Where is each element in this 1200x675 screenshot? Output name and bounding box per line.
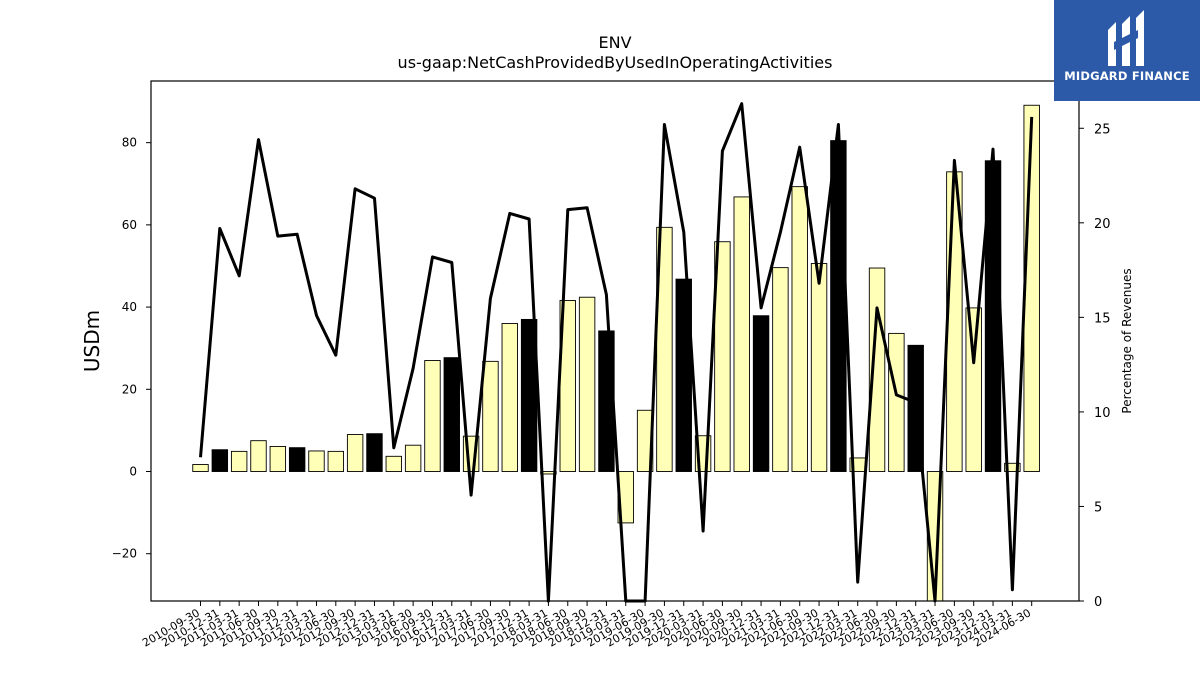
chart-title: ENV — [598, 33, 631, 52]
bar-2020-09-30 — [733, 196, 750, 472]
bar-2012-12-31 — [366, 433, 383, 472]
bar-2019-12-31 — [675, 278, 692, 472]
logo-text: MIDGARD FINANCE — [1064, 69, 1190, 83]
bar-2013-03-31 — [385, 455, 402, 472]
right-tick-label: 25 — [1094, 122, 1111, 137]
bar-2022-09-30 — [888, 332, 905, 472]
bar-2021-03-31 — [772, 267, 789, 472]
bar-2024-06-30 — [1023, 104, 1040, 472]
bar-2021-09-30 — [810, 263, 828, 472]
left-y-axis: −20 0 20 40 60 80 — [112, 136, 151, 561]
bar-2011-12-31 — [288, 447, 306, 472]
y-axis-label-right: Percentage of Revenues — [1120, 268, 1134, 413]
bar-2011-06-30 — [250, 440, 267, 472]
bar-2023-09-30 — [965, 307, 982, 472]
right-tick-label: 20 — [1094, 217, 1111, 232]
bar-2012-06-30 — [327, 450, 345, 472]
bar-2021-12-31 — [830, 140, 847, 472]
bar-2024-03-31 — [1004, 462, 1021, 472]
midgard-finance-logo: MIDGARD FINANCE — [1054, 0, 1200, 101]
left-tick-label: 80 — [122, 136, 137, 150]
bar-2018-09-30 — [578, 296, 596, 472]
right-tick-label: 5 — [1094, 500, 1102, 515]
chart-subtitle: us-gaap:NetCashProvidedByUsedInOperating… — [398, 53, 833, 72]
right-y-axis: 0 5 10 15 20 25 — [1079, 122, 1111, 610]
left-tick-label: 20 — [122, 382, 137, 396]
right-tick-label: 15 — [1094, 311, 1111, 326]
bar-2012-03-31 — [308, 450, 325, 472]
bar-2017-09-30 — [501, 323, 518, 472]
bar-2020-06-30 — [714, 241, 731, 472]
bar-2016-09-30 — [424, 360, 441, 472]
bar-2020-12-31 — [752, 315, 770, 472]
left-tick-label: 60 — [122, 218, 137, 232]
bar-2021-06-30 — [791, 186, 808, 472]
left-tick-label: −20 — [112, 547, 137, 561]
bar-2011-03-31 — [230, 450, 248, 472]
bar-2012-09-30 — [346, 434, 364, 472]
right-tick-label: 0 — [1094, 595, 1102, 610]
bar-2016-12-31 — [443, 357, 460, 472]
bar-2010-12-31 — [211, 449, 229, 472]
midgard-logo-icon — [1108, 10, 1144, 66]
right-tick-label: 10 — [1094, 406, 1111, 421]
bar-2013-06-30 — [404, 444, 422, 472]
bar-2017-06-30 — [482, 360, 499, 472]
left-tick-label: 40 — [122, 300, 137, 314]
percentage-line — [199, 102, 1034, 603]
line-layer — [199, 102, 1034, 603]
left-tick-label: 0 — [129, 465, 137, 479]
x-axis: 2010-09-302010-12-312011-03-312011-06-30… — [140, 601, 1033, 650]
bar-2011-09-30 — [269, 445, 287, 472]
plot-frame — [150, 80, 1080, 602]
bars-layer — [192, 104, 1040, 602]
bar-2010-09-30 — [192, 464, 209, 472]
y-axis-label-left: USDm — [80, 310, 104, 372]
